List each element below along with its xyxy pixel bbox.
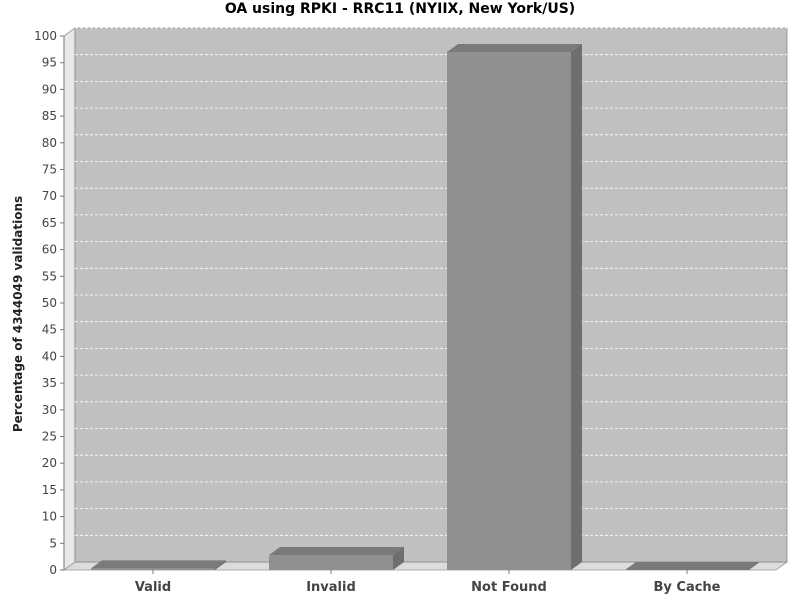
y-tick-label: 75 [42, 163, 57, 177]
y-tick-label: 35 [42, 376, 57, 390]
y-tick-label: 55 [42, 269, 57, 283]
grid-lines [75, 27, 787, 536]
y-tick-label: 45 [42, 323, 57, 337]
x-tick-label: By Cache [654, 580, 721, 595]
y-tick-label: 85 [42, 109, 57, 123]
x-tick-label: Not Found [471, 580, 547, 595]
y-tick-label: 100 [34, 29, 57, 43]
y-tick-label: 90 [42, 82, 57, 96]
bar-invalid [269, 547, 404, 570]
y-tick-label: 60 [42, 243, 57, 257]
y-tick-label: 5 [49, 536, 57, 550]
y-tick-label: 25 [42, 430, 57, 444]
y-tick-label: 10 [42, 510, 57, 524]
y-tick-label: 40 [42, 349, 57, 363]
x-tick-label: Invalid [306, 580, 356, 595]
y-tick-label: 15 [42, 483, 57, 497]
bars [91, 44, 760, 570]
y-tick-label: 80 [42, 136, 57, 150]
chart-title: OA using RPKI - RRC11 (NYIIX, New York/U… [224, 1, 576, 17]
bar-valid [91, 560, 226, 570]
y-tick-label: 50 [42, 296, 57, 310]
bar-by-cache [625, 562, 760, 570]
y-tick-label: 20 [42, 456, 57, 470]
y-tick-label: 95 [42, 56, 57, 70]
y-tick-label: 0 [49, 563, 57, 577]
bar-not-found [447, 44, 582, 570]
y-tick-label: 70 [42, 189, 57, 203]
y-tick-label: 30 [42, 403, 57, 417]
plot-side-wall [63, 27, 76, 571]
x-tick-label: Valid [135, 580, 171, 595]
x-axis: Valid Invalid Not Found By Cache [135, 570, 721, 595]
y-axis: 0 5 10 15 20 25 30 35 40 45 50 55 60 65 70 75 80 85 90 95 10… [34, 29, 65, 577]
y-tick-label: 65 [42, 216, 57, 230]
